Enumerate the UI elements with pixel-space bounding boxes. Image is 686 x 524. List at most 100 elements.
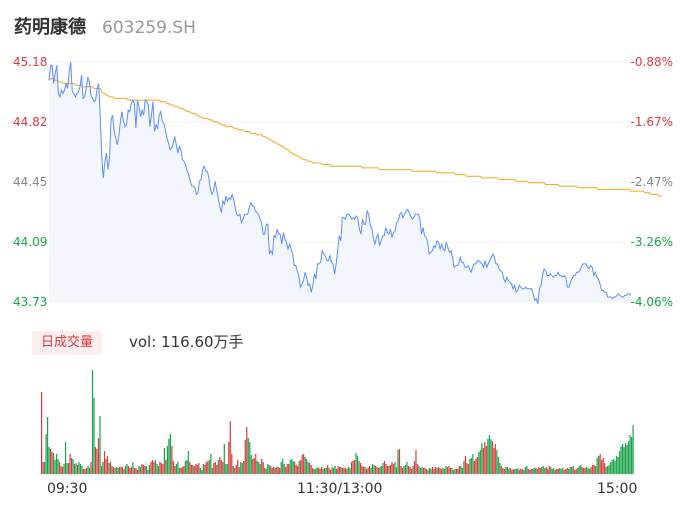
volume-bar xyxy=(398,449,401,474)
volume-bar xyxy=(102,462,104,474)
volume-bar xyxy=(601,460,603,474)
volume-bar xyxy=(85,468,88,474)
volume-bar xyxy=(288,464,290,474)
volume-bar xyxy=(538,467,540,474)
volume-bar xyxy=(202,464,204,474)
volume-bar xyxy=(619,451,621,474)
volume-bar xyxy=(536,469,538,474)
volume-bar xyxy=(440,469,443,474)
volume-bar xyxy=(45,434,47,474)
volume-bar xyxy=(327,465,329,474)
volume-bar xyxy=(306,459,308,474)
volume-bar xyxy=(117,468,119,474)
volume-bar xyxy=(325,468,327,474)
volume-bar xyxy=(514,469,516,474)
volume-bar xyxy=(207,461,209,474)
volume-bar xyxy=(493,448,495,474)
volume-bar xyxy=(589,469,591,474)
volume-bar xyxy=(190,465,192,474)
volume-bar xyxy=(622,444,624,474)
volume-bar xyxy=(43,462,46,474)
volume-bar xyxy=(334,466,336,474)
volume-bar xyxy=(376,467,378,474)
volume-bar xyxy=(100,466,103,474)
volume-bar xyxy=(631,437,633,474)
volume-bar xyxy=(315,469,317,474)
volume-bar xyxy=(430,469,432,474)
volume-bar xyxy=(283,464,285,474)
volume-bar xyxy=(238,467,240,474)
volume-bar xyxy=(166,446,168,474)
volume-bar xyxy=(214,462,216,474)
volume-bar xyxy=(400,466,402,474)
volume-bar xyxy=(404,465,407,474)
volume-bar xyxy=(632,425,634,474)
volume-bar xyxy=(142,465,145,474)
volume-bar xyxy=(88,468,91,474)
volume-bar xyxy=(54,460,56,474)
volume-bar xyxy=(235,465,237,474)
volume-bar xyxy=(578,466,580,474)
volume-bar xyxy=(503,469,505,474)
volume-bar xyxy=(521,469,523,474)
volume-bar xyxy=(391,462,393,474)
volume-bar xyxy=(208,460,210,474)
volume-bar xyxy=(171,446,173,474)
volume-bar xyxy=(138,466,140,474)
volume-bar xyxy=(548,466,550,474)
volume-bar xyxy=(322,469,324,474)
volume-bar xyxy=(575,469,577,474)
volume-bar xyxy=(448,466,450,474)
volume-bar xyxy=(118,467,121,474)
volume-bar xyxy=(478,452,480,474)
volume-bar xyxy=(437,467,440,474)
volume-bar xyxy=(127,466,130,474)
volume-bar xyxy=(42,462,44,474)
volume-bar xyxy=(90,462,92,474)
volume-bar xyxy=(132,462,134,474)
volume-bar xyxy=(542,466,544,474)
volume-bar xyxy=(189,462,191,474)
volume-bar xyxy=(247,438,249,474)
volume-bar xyxy=(574,470,576,474)
volume-bar xyxy=(508,469,510,474)
volume-bar xyxy=(256,461,258,474)
volume-bar xyxy=(628,441,630,474)
volume-bar xyxy=(151,460,154,474)
volume-bar xyxy=(58,462,61,474)
price-line xyxy=(48,61,632,304)
volume-bar xyxy=(141,464,143,474)
volume-bar xyxy=(169,434,171,474)
volume-bar xyxy=(216,465,218,474)
volume-bar xyxy=(228,442,230,474)
volume-bar xyxy=(620,446,622,474)
volume-bar xyxy=(112,467,115,474)
volume-bar xyxy=(454,469,456,474)
volume-bar xyxy=(341,468,344,474)
volume-bar xyxy=(318,468,320,474)
volume-bar xyxy=(350,462,353,474)
price-area-fill xyxy=(49,62,631,304)
volume-bar xyxy=(605,467,607,474)
volume-bar xyxy=(529,470,531,474)
volume-bar xyxy=(434,467,437,474)
volume-bar xyxy=(337,466,339,474)
y-tick-left: 43.73 xyxy=(13,295,47,309)
volume-bar xyxy=(163,448,165,474)
volume-bar xyxy=(148,465,151,474)
volume-bar xyxy=(261,459,263,474)
volume-bar xyxy=(383,461,386,474)
volume-bar xyxy=(595,466,597,474)
volume-bar xyxy=(297,466,299,474)
volume-bar xyxy=(286,464,288,474)
volume-bar xyxy=(336,469,338,474)
volume-bar xyxy=(365,469,368,474)
volume-bar xyxy=(470,458,472,474)
volume-bar xyxy=(250,455,252,474)
volume-bar xyxy=(421,467,423,474)
volume-bar xyxy=(496,450,498,474)
volume-bar xyxy=(123,469,125,474)
volume-bar xyxy=(509,468,511,474)
volume-bar xyxy=(165,460,167,474)
volume-bar xyxy=(352,461,354,474)
